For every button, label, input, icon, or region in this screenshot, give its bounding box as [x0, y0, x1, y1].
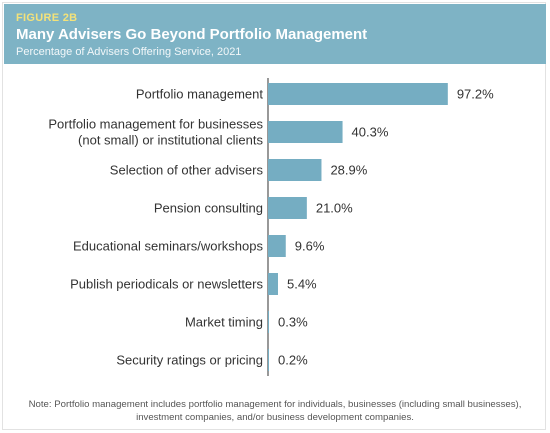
value-label: 21.0%: [316, 201, 353, 216]
category-label: Market timing: [185, 315, 263, 330]
category-label: (not small) or institutional clients: [78, 133, 263, 148]
bar: [268, 121, 343, 143]
category-label: Publish periodicals or newsletters: [70, 277, 263, 292]
figure-frame: [2, 2, 546, 430]
value-label: 97.2%: [457, 87, 494, 102]
value-label: 40.3%: [352, 125, 389, 140]
bar-chart: Portfolio management 97.2% Portfolio manag…: [48, 78, 494, 376]
category-label: Educational seminars/workshops: [73, 239, 264, 254]
figure-header: FIGURE 2B Many Advisers Go Beyond Portfo…: [4, 4, 546, 64]
bar: [268, 311, 269, 333]
bar: [268, 235, 286, 257]
category-label: Portfolio management: [136, 87, 264, 102]
bar: [268, 273, 278, 295]
chart-title: Many Advisers Go Beyond Portfolio Manage…: [16, 26, 368, 43]
value-label: 0.3%: [278, 315, 308, 330]
bar: [268, 159, 322, 181]
value-label: 5.4%: [287, 277, 317, 292]
bar: [268, 349, 269, 371]
category-label: Pension consulting: [154, 201, 263, 216]
bar: [268, 197, 307, 219]
figure-label: FIGURE 2B: [16, 12, 78, 24]
chart-subtitle: Percentage of Advisers Offering Service,…: [16, 46, 242, 58]
bar: [268, 83, 448, 105]
value-label: 9.6%: [295, 239, 325, 254]
value-label: 28.9%: [330, 163, 367, 178]
category-label: Portfolio management for businesses: [48, 117, 263, 132]
category-label: Selection of other advisers: [110, 163, 264, 178]
value-label: 0.2%: [278, 353, 308, 368]
chart-note: Note: Portfolio management includes port…: [28, 399, 522, 423]
category-label: Security ratings or pricing: [116, 353, 263, 368]
